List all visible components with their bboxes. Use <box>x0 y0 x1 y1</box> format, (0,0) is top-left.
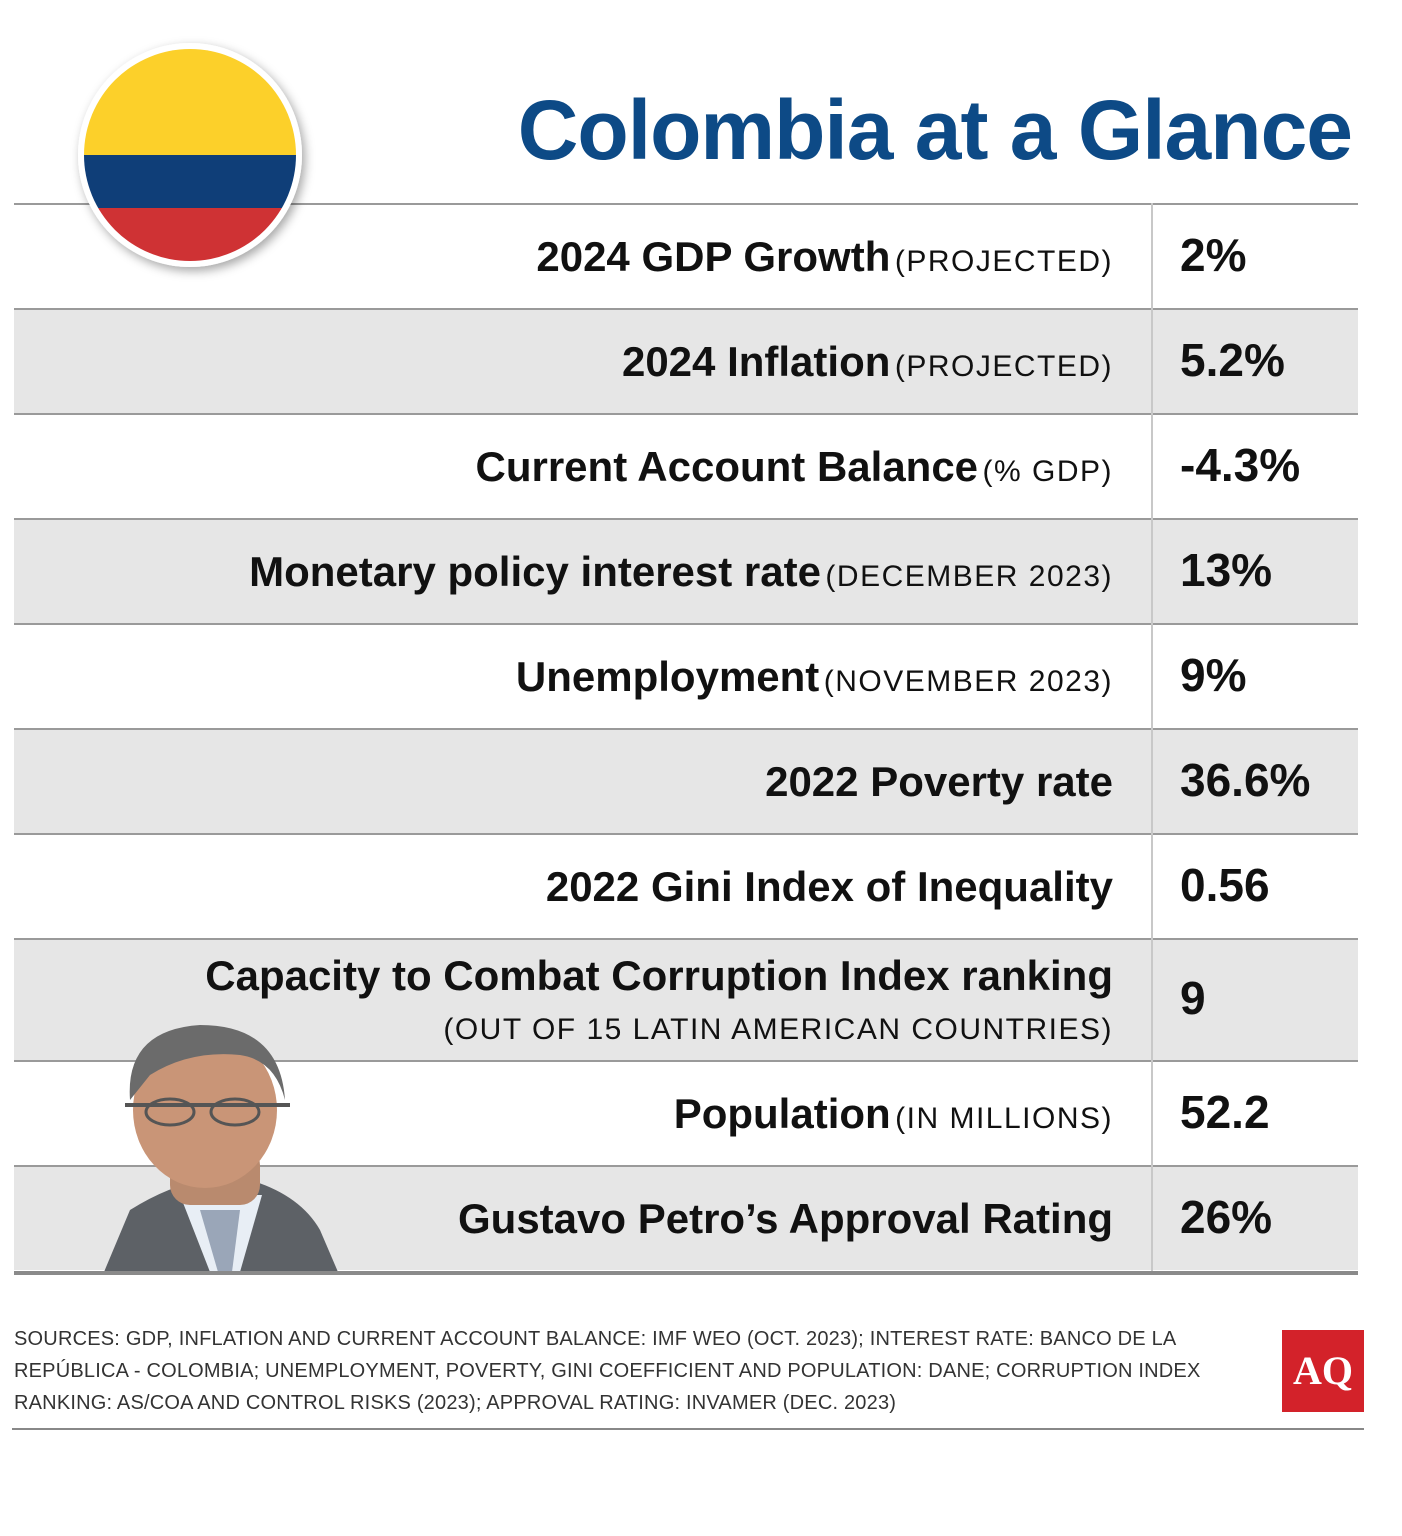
table-bottom-rule <box>14 1271 1358 1275</box>
row-label: Unemployment (NOVEMBER 2023) <box>516 653 1113 701</box>
table-row <box>14 623 1358 728</box>
row-value: 0.56 <box>1180 858 1270 911</box>
row-value: 26% <box>1180 1190 1273 1243</box>
table-row <box>14 518 1358 623</box>
label-text: 2022 Gini Index of Inequality <box>545 863 1113 910</box>
label-note: (DECEMBER 2023) <box>825 560 1113 593</box>
logo: AQ <box>1282 1330 1364 1412</box>
row-label: Capacity to Combat Corruption Index rank… <box>205 954 1113 1057</box>
source-line: SOURCES: GDP, INFLATION AND CURRENT ACCO… <box>14 1328 1177 1350</box>
label-note: (PROJECTED) <box>894 350 1113 383</box>
footer-rule <box>12 1428 1364 1430</box>
source-line: REPÚBLICA - COLOMBIA; UNEMPLOYMENT, POVE… <box>14 1360 1201 1382</box>
label-note: (IN MILLIONS) <box>895 1102 1113 1135</box>
row-value: 5.2% <box>1180 333 1285 386</box>
row-value: 13% <box>1180 543 1273 596</box>
label-text: Population <box>673 1090 891 1137</box>
row-value: 9 <box>1180 972 1206 1024</box>
label-text: Capacity to Combat Corruption Index rank… <box>205 952 1113 999</box>
label-note: (PROJECTED) <box>894 245 1113 278</box>
row-label: Population (IN MILLIONS) <box>674 1090 1113 1138</box>
row-value: 36.6% <box>1180 753 1311 806</box>
label-text: Unemployment <box>515 653 820 700</box>
label-text: Current Account Balance <box>475 443 979 490</box>
table-row <box>14 833 1358 938</box>
label-text: 2022 Poverty rate <box>765 758 1113 805</box>
row-value: -4.3% <box>1180 438 1301 491</box>
label-note: (NOVEMBER 2023) <box>823 665 1113 698</box>
row-value: 2% <box>1180 228 1247 281</box>
row-label: 2024 GDP Growth (PROJECTED) <box>536 233 1113 281</box>
label-text: 2024 GDP Growth <box>536 233 891 280</box>
label-note: (% GDP) <box>982 455 1113 488</box>
row-value: 9% <box>1180 648 1247 701</box>
row-label: Monetary policy interest rate (DECEMBER … <box>249 548 1113 596</box>
row-label: 2022 Gini Index of Inequality <box>546 863 1113 911</box>
table-row <box>14 308 1358 413</box>
row-value: 52.2 <box>1180 1085 1270 1138</box>
row-label: 2024 Inflation (PROJECTED) <box>622 338 1113 386</box>
source-line: RANKING: AS/COA AND CONTROL RISKS (2023)… <box>14 1392 897 1414</box>
label-text: Gustavo Petro’s Approval Rating <box>458 1195 1113 1242</box>
title: Colombia at a Glance <box>517 83 1353 177</box>
table-row <box>14 203 1358 308</box>
table-row <box>14 1060 1358 1165</box>
table-row <box>14 728 1358 833</box>
row-label: 2022 Poverty rate <box>765 758 1113 806</box>
column-divider <box>1151 203 1153 1272</box>
table-row <box>14 413 1358 518</box>
label-text: Monetary policy interest rate <box>249 548 821 595</box>
row-label: Current Account Balance (% GDP) <box>476 443 1114 491</box>
row-label: Gustavo Petro’s Approval Rating <box>458 1195 1113 1243</box>
label-text: 2024 Inflation <box>621 338 891 385</box>
label-note: (OUT OF 15 LATIN AMERICAN COUNTRIES) <box>443 1013 1113 1046</box>
